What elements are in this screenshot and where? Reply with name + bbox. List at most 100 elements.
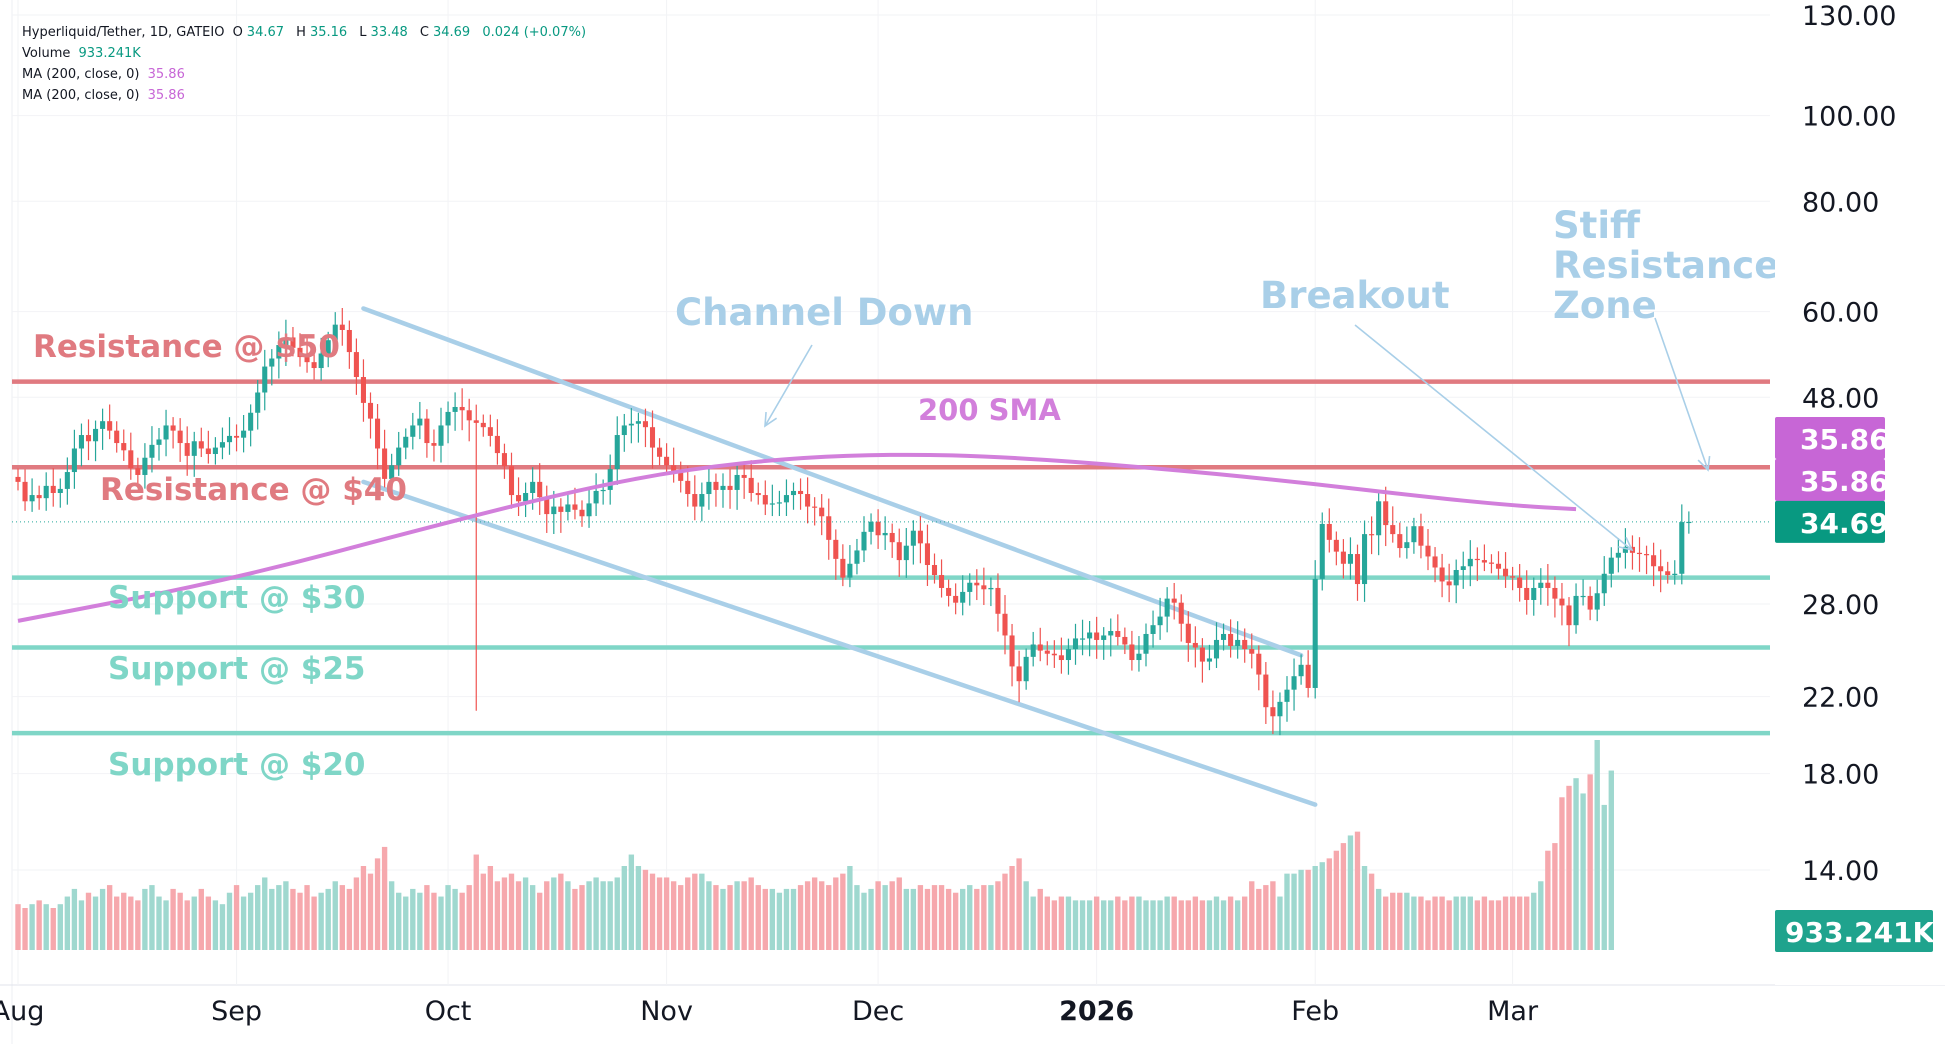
candle-body bbox=[1397, 534, 1403, 549]
volume-bar bbox=[826, 885, 832, 950]
volume-bar bbox=[1481, 896, 1488, 950]
candle-body bbox=[1051, 653, 1057, 656]
candle-body bbox=[1376, 501, 1382, 536]
candle-body bbox=[93, 428, 99, 442]
candle-body bbox=[1192, 642, 1198, 648]
volume-bar bbox=[1079, 900, 1086, 950]
volume-bar bbox=[755, 885, 761, 950]
candle-body bbox=[1228, 633, 1234, 647]
volume-bar bbox=[783, 888, 790, 950]
volume-bar bbox=[297, 892, 303, 950]
candle-body bbox=[121, 443, 127, 451]
candle-body bbox=[417, 418, 423, 426]
volume-bar bbox=[861, 892, 867, 950]
candle-body bbox=[917, 530, 923, 544]
volume-bar bbox=[438, 896, 444, 950]
candle-body bbox=[283, 337, 289, 346]
candle-body bbox=[212, 447, 218, 455]
candle-body bbox=[142, 457, 148, 475]
time-tick-label: Feb bbox=[1291, 996, 1339, 1027]
volume-bar bbox=[896, 877, 902, 950]
volume-bar bbox=[381, 846, 388, 950]
volume-bar bbox=[212, 900, 219, 950]
candle-body bbox=[882, 532, 888, 536]
candle-body bbox=[840, 558, 846, 578]
candle-body bbox=[22, 481, 28, 502]
candle-body bbox=[494, 435, 500, 454]
volume-bar bbox=[537, 892, 543, 950]
candle-body bbox=[36, 495, 42, 499]
candle-body bbox=[205, 448, 211, 455]
volume-bar bbox=[170, 888, 176, 950]
candle-body bbox=[29, 495, 35, 502]
volume-bar bbox=[1291, 873, 1297, 950]
candle-body bbox=[1143, 633, 1149, 654]
candle-body bbox=[1439, 567, 1445, 582]
volume-bar bbox=[452, 888, 458, 950]
candle-body bbox=[1495, 563, 1502, 569]
candle-body bbox=[403, 436, 409, 448]
last-price-text: 34.69 bbox=[1800, 507, 1889, 540]
volume-bar bbox=[142, 888, 148, 950]
candle-body bbox=[826, 516, 832, 540]
candle-body bbox=[1087, 632, 1093, 639]
volume-bar bbox=[1101, 900, 1107, 950]
volume-bar bbox=[924, 888, 931, 950]
volume-bar bbox=[1524, 896, 1530, 950]
volume-bar bbox=[593, 877, 599, 950]
candle-body bbox=[304, 357, 310, 363]
legend-open-label: O bbox=[232, 25, 243, 40]
volume-bar bbox=[1425, 900, 1431, 950]
candle-body bbox=[974, 582, 980, 586]
volume-bar bbox=[670, 881, 677, 950]
candle-body bbox=[896, 542, 902, 561]
price-tick-label: 18.00 bbox=[1802, 760, 1879, 791]
volume-bar bbox=[1347, 835, 1354, 950]
volume-bar bbox=[99, 888, 106, 950]
volume-bar bbox=[1432, 896, 1438, 950]
legend-low-label: L bbox=[359, 25, 367, 40]
candle-body bbox=[1009, 635, 1015, 667]
price-tick-label: 48.00 bbox=[1802, 383, 1879, 414]
volume-bar bbox=[191, 896, 197, 950]
candle-body bbox=[1263, 674, 1269, 708]
volume-bar bbox=[635, 866, 642, 950]
candle-body bbox=[332, 324, 338, 341]
candle-body bbox=[614, 435, 620, 470]
candle-body bbox=[1122, 636, 1128, 645]
volume-bar bbox=[938, 885, 945, 950]
candle-body bbox=[198, 441, 204, 449]
candle-body bbox=[276, 345, 282, 359]
volume-bar bbox=[417, 892, 423, 950]
candle-body bbox=[248, 412, 254, 431]
sma-label-label: 200 SMA bbox=[918, 393, 1061, 427]
volume-bar bbox=[854, 885, 860, 950]
volume-bar bbox=[57, 904, 63, 950]
volume-bar bbox=[1333, 850, 1340, 950]
volume-bar bbox=[1044, 896, 1050, 950]
channel-down-arrow bbox=[764, 344, 813, 428]
time-tick-label: Aug bbox=[0, 996, 44, 1027]
volume-bar bbox=[353, 877, 360, 950]
volume-bar bbox=[396, 892, 402, 950]
ma-price-2-badge bbox=[1775, 459, 1885, 501]
volume-bar bbox=[678, 885, 684, 950]
volume-bar bbox=[663, 877, 670, 950]
volume-bar bbox=[1220, 900, 1227, 950]
volume-bar bbox=[945, 888, 952, 950]
volume-bar bbox=[233, 885, 240, 950]
price-tick-label: 130.00 bbox=[1802, 1, 1896, 32]
volume-bar bbox=[269, 888, 275, 950]
candle-body bbox=[1686, 521, 1692, 524]
volume-bar bbox=[1037, 888, 1043, 950]
legend-ma1: 35.86 bbox=[147, 67, 185, 82]
candle-body bbox=[1347, 554, 1353, 564]
candle-body bbox=[1665, 571, 1671, 576]
candle-body bbox=[854, 550, 860, 564]
candle-body bbox=[1651, 555, 1657, 567]
volume-bar bbox=[1418, 896, 1424, 950]
volume-bar bbox=[1185, 900, 1191, 950]
candle-body bbox=[1538, 582, 1544, 588]
volume-bar bbox=[558, 873, 564, 950]
